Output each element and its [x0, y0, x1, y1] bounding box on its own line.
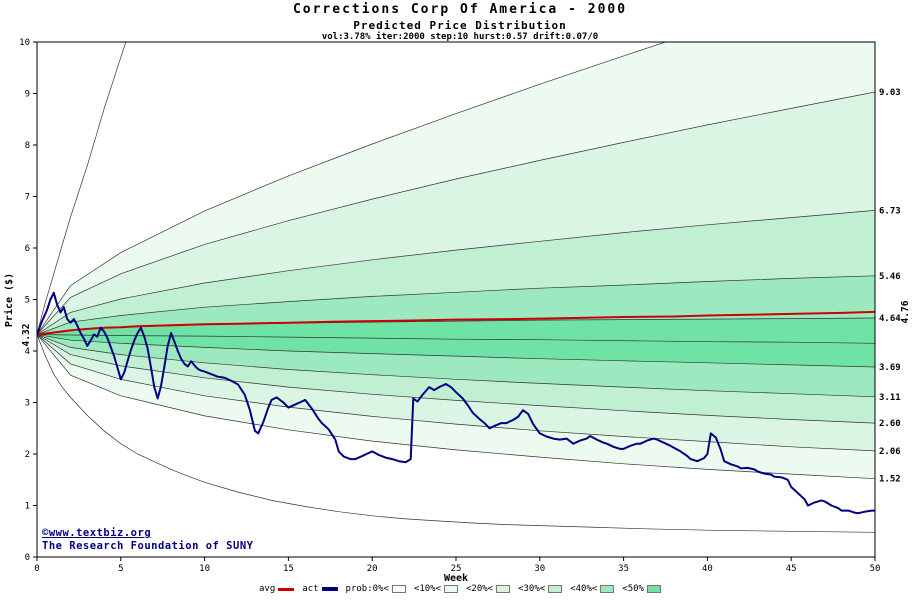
- x-tick-label: 10: [199, 564, 210, 574]
- legend-color-swatch: [444, 585, 458, 593]
- prob-band: [37, 334, 875, 451]
- y-tick-label: 7: [25, 193, 30, 203]
- x-tick-label: 15: [283, 564, 294, 574]
- legend-item-label: <50%: [622, 584, 644, 594]
- legend-item-label: avg: [259, 584, 276, 594]
- percentile-line-p40-lower: [37, 334, 875, 368]
- percentile-line-p0-lower: [37, 334, 875, 480]
- curve-end-label: 9.03: [879, 88, 901, 98]
- x-tick-label: 20: [367, 564, 378, 574]
- y-tick-label: 8: [25, 141, 30, 151]
- chart-parameters: vol:3.78% iter:2000 step:10 hurst:0.57 d…: [321, 32, 599, 42]
- percentile-line-p30-upper: [37, 275, 875, 335]
- prob-band: [37, 318, 875, 367]
- percentile-line-min-envelope: [37, 334, 875, 533]
- prob-band: [37, 92, 875, 335]
- legend-color-swatch: [646, 585, 661, 593]
- legend-item: <10%<: [414, 584, 458, 594]
- legend-item-label: prob:0%<: [345, 584, 389, 594]
- x-tick-label: 40: [702, 564, 713, 574]
- legend-color-swatch: [391, 585, 406, 593]
- foundation-credit: The Research Foundation of SUNY: [42, 540, 254, 552]
- y-tick-label: 3: [25, 399, 30, 409]
- x-tick-label: 50: [870, 564, 881, 574]
- prob-band: [37, 275, 875, 335]
- curve-end-label: 1.52: [879, 475, 901, 485]
- legend: avg act prob:0%< <10%< <20%< <30%< <40%< <50%: [0, 584, 920, 594]
- legend-line-sample: [278, 587, 295, 591]
- curve-end-label: 3.11: [879, 393, 901, 403]
- x-axis-title: Week: [444, 573, 468, 584]
- curve-end-label: 2.06: [879, 447, 901, 457]
- legend-item: <20%<: [466, 584, 511, 594]
- y-tick-label: 4: [25, 347, 30, 357]
- copyright-link[interactable]: ©www.textbiz.org: [42, 527, 152, 539]
- curve-end-label: 3.69: [879, 363, 901, 373]
- curve-end-label: 4.64: [879, 314, 901, 324]
- y-tick-label: 0: [25, 553, 30, 563]
- y-tick-label: 6: [25, 244, 30, 254]
- prob-band: [37, 334, 875, 424]
- y-tick-label: 1: [25, 502, 30, 512]
- legend-color-swatch: [600, 585, 615, 593]
- y-tick-label: 9: [25, 90, 30, 100]
- actual-line: [37, 291, 875, 515]
- legend-item-label: act: [302, 584, 319, 594]
- legend-item-label: <40%<: [570, 584, 598, 594]
- x-tick-label: 35: [618, 564, 629, 574]
- curve-end-label: 6.73: [879, 206, 901, 216]
- chart-subtitle: Predicted Price Distribution: [353, 19, 567, 32]
- legend-item-label: <10%<: [413, 584, 441, 594]
- x-tick-label: 25: [451, 564, 462, 574]
- prob-band: [37, 42, 666, 335]
- legend-item: <50%: [622, 584, 661, 594]
- plot-area: [37, 42, 875, 533]
- percentile-line-p20-upper: [37, 210, 875, 335]
- chart-title: Corrections Corp Of America - 2000: [292, 2, 628, 17]
- prob-band: [37, 334, 875, 533]
- x-tick-label: 5: [118, 564, 123, 574]
- prob-band: [37, 42, 875, 335]
- percentile-line-p20-lower: [37, 334, 875, 424]
- legend-item-label: <20%<: [466, 584, 494, 594]
- prob-band: [37, 334, 875, 397]
- avg-line: [37, 310, 875, 336]
- legend-item: act: [302, 584, 338, 594]
- curve-end-label: 2.60: [879, 419, 901, 429]
- y-tick-label: 2: [25, 450, 30, 460]
- curve-end-label: 5.46: [879, 272, 901, 282]
- avg-final-price-label: 4.76: [900, 300, 911, 323]
- x-tick-label: 30: [534, 564, 545, 574]
- percentile-line-p0-upper: [37, 42, 667, 335]
- percentile-line-max-envelope: [37, 42, 127, 335]
- legend-color-swatch: [496, 585, 511, 593]
- y-tick-label: 5: [25, 296, 30, 306]
- percentile-line-p10-lower: [37, 334, 875, 452]
- legend-color-swatch: [548, 585, 563, 593]
- legend-item: <40%<: [570, 584, 615, 594]
- prob-band: [37, 210, 875, 335]
- percentile-line-median: [37, 334, 875, 344]
- legend-item: prob:0%<: [346, 584, 406, 594]
- y-axis-title: Price ($): [3, 273, 15, 327]
- x-tick-label: 45: [786, 564, 797, 574]
- x-tick-label: 0: [34, 564, 39, 574]
- legend-line-sample: [321, 587, 338, 591]
- start-price-label: 4.32: [21, 324, 32, 347]
- y-tick-label: 10: [19, 38, 30, 48]
- legend-item: avg: [259, 584, 295, 594]
- percentile-line-p10-upper: [37, 91, 875, 335]
- legend-item: <30%<: [518, 584, 563, 594]
- legend-item-label: <30%<: [518, 584, 546, 594]
